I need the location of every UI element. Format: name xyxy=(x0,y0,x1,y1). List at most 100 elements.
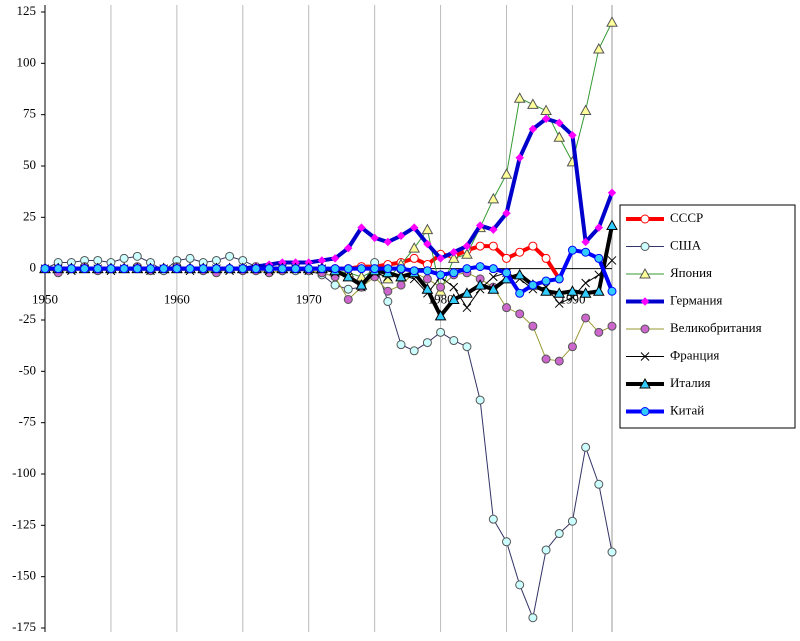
point xyxy=(515,309,525,319)
point xyxy=(515,153,524,162)
x-tick-label: 1990 xyxy=(559,292,585,307)
point xyxy=(462,241,472,251)
point xyxy=(475,241,485,251)
legend-label: США xyxy=(670,237,702,252)
point xyxy=(396,340,406,350)
point xyxy=(461,287,473,298)
point xyxy=(527,98,539,109)
point xyxy=(515,580,525,590)
point xyxy=(541,354,551,364)
point xyxy=(395,270,407,282)
point xyxy=(475,221,485,230)
point xyxy=(434,309,447,321)
point xyxy=(581,237,590,247)
y-tick-label: -150 xyxy=(12,568,36,583)
y-tick-label: 25 xyxy=(23,208,36,223)
point xyxy=(592,285,605,296)
point xyxy=(462,303,472,313)
series-line xyxy=(45,225,614,318)
point xyxy=(277,264,287,274)
point xyxy=(581,278,590,288)
point xyxy=(474,279,486,290)
point xyxy=(291,264,301,274)
point xyxy=(515,288,525,298)
y-tick-label: -50 xyxy=(19,362,36,377)
point xyxy=(357,223,366,232)
point xyxy=(421,223,434,235)
point xyxy=(554,356,564,366)
point xyxy=(568,130,577,140)
x-tick-label: 1950 xyxy=(32,292,58,307)
legend-label: Франция xyxy=(670,347,719,362)
point xyxy=(606,219,618,231)
point xyxy=(513,92,526,103)
y-tick-label: -75 xyxy=(19,414,36,429)
point xyxy=(607,321,617,331)
point xyxy=(422,338,432,348)
point xyxy=(304,264,314,274)
point xyxy=(106,264,116,274)
point xyxy=(132,264,142,274)
point xyxy=(639,377,651,389)
x-tick-label: 1970 xyxy=(296,292,322,307)
point xyxy=(225,264,235,274)
point xyxy=(541,276,551,286)
point xyxy=(462,342,472,352)
point xyxy=(119,264,129,274)
point xyxy=(640,214,650,224)
point xyxy=(502,268,512,278)
y-tick-label: 50 xyxy=(23,157,36,172)
x-tick-label: 1960 xyxy=(164,292,190,307)
point xyxy=(502,303,512,313)
point xyxy=(541,114,551,123)
y-tick-label: -100 xyxy=(12,465,36,480)
point xyxy=(436,270,446,280)
point xyxy=(408,242,421,253)
point xyxy=(343,294,353,304)
point xyxy=(198,264,208,274)
point xyxy=(554,299,564,308)
series-line xyxy=(45,116,614,271)
legend-label: СССР xyxy=(670,210,703,225)
point xyxy=(594,327,604,337)
point xyxy=(528,241,538,251)
point xyxy=(355,279,368,290)
y-tick-label: -175 xyxy=(12,619,36,634)
point xyxy=(251,264,261,274)
point xyxy=(502,253,512,263)
point xyxy=(383,264,393,274)
point xyxy=(132,251,142,261)
point xyxy=(640,242,650,251)
point xyxy=(606,16,618,27)
point xyxy=(422,266,432,276)
point xyxy=(66,264,76,274)
legend-label: Италия xyxy=(670,375,711,390)
point xyxy=(330,254,340,263)
point xyxy=(447,252,460,263)
point xyxy=(487,192,500,204)
point xyxy=(343,284,353,294)
point xyxy=(607,188,617,197)
y-tick-label: -25 xyxy=(19,311,36,326)
point xyxy=(567,342,577,352)
point xyxy=(528,124,538,134)
point xyxy=(488,272,498,282)
point xyxy=(356,264,366,274)
point xyxy=(409,346,419,356)
point xyxy=(185,264,195,274)
point xyxy=(500,168,513,179)
point xyxy=(540,104,552,116)
point xyxy=(370,264,380,274)
y-tick-label: 125 xyxy=(17,3,37,18)
point xyxy=(396,231,406,241)
point xyxy=(540,285,552,296)
point xyxy=(553,287,566,298)
point xyxy=(409,253,419,263)
point xyxy=(488,264,498,274)
point xyxy=(93,264,103,274)
point xyxy=(607,286,617,296)
point xyxy=(502,537,512,547)
point xyxy=(488,241,498,251)
point xyxy=(40,264,50,274)
